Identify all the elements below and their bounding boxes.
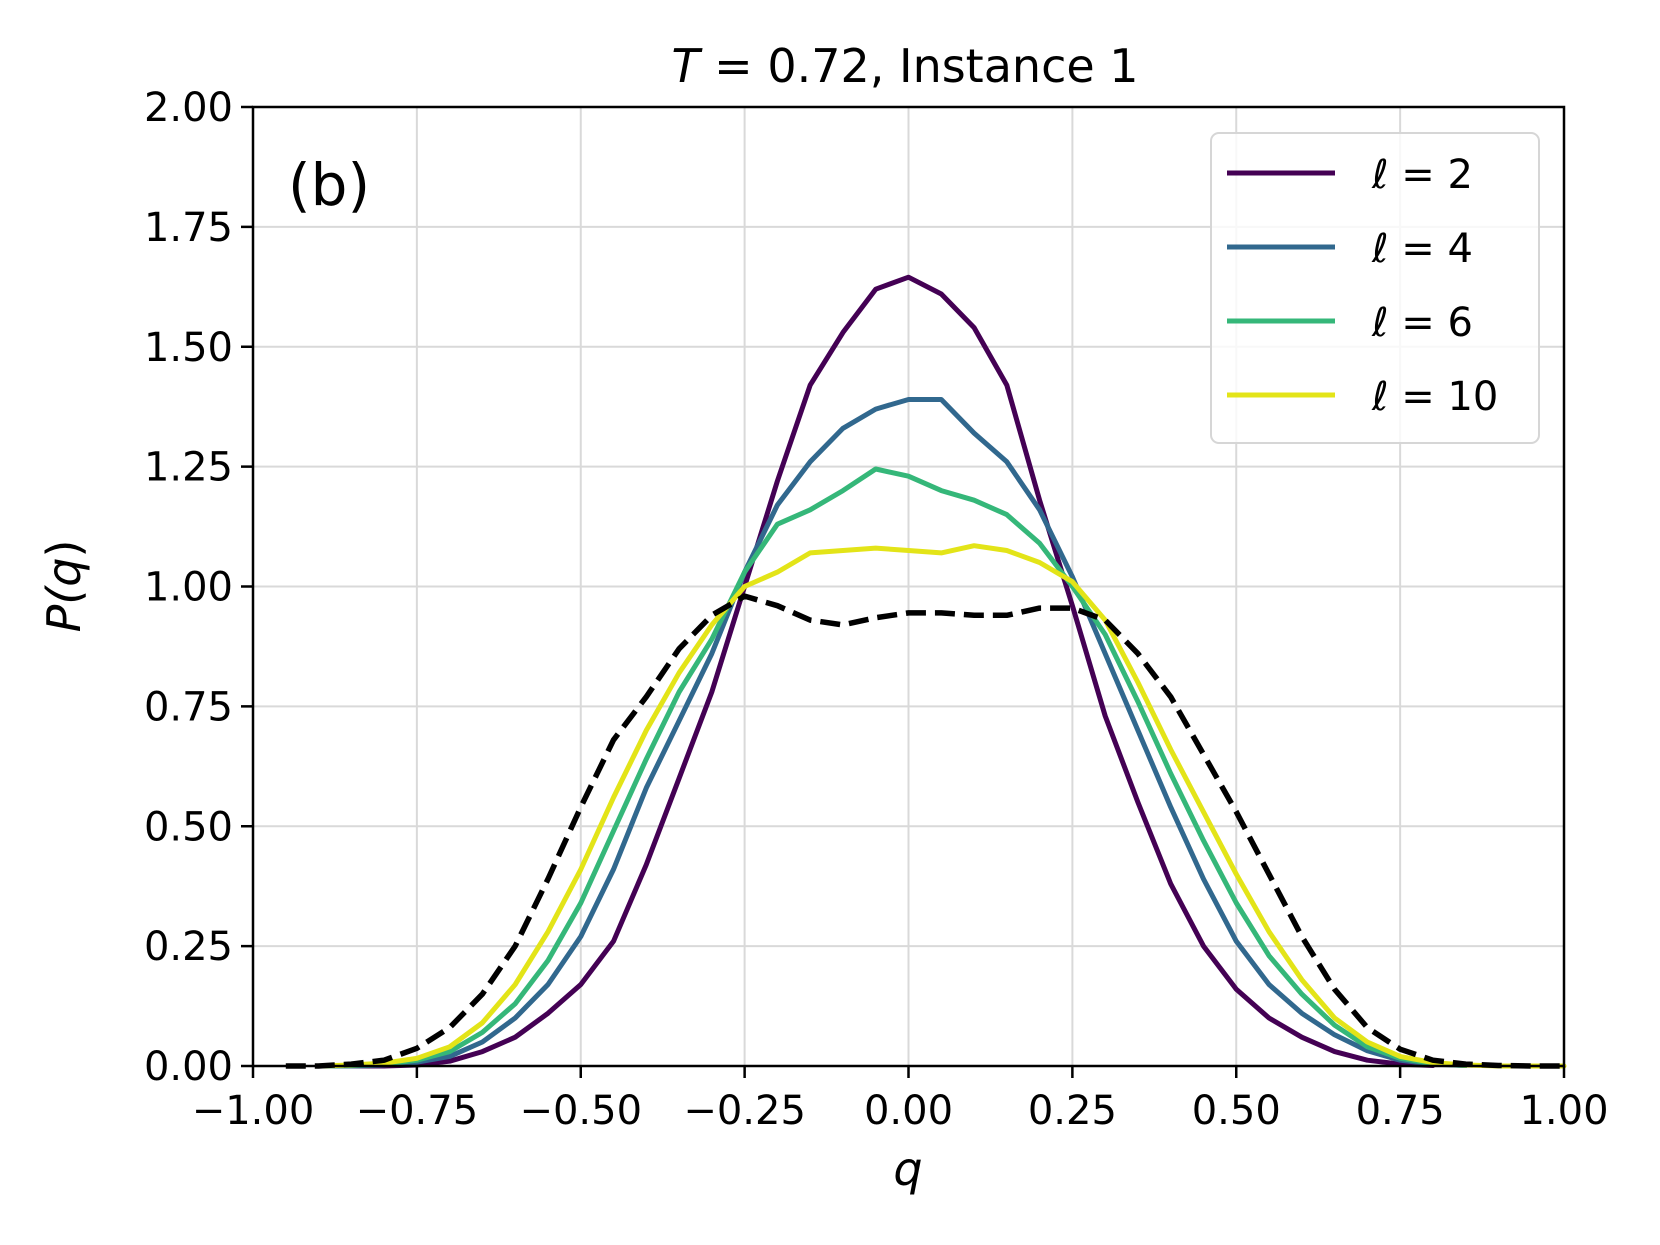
x-axis-label: q <box>893 1142 922 1196</box>
y-label-close: ) <box>37 540 91 558</box>
legend-label-value: = 4 <box>1389 226 1473 272</box>
y-tick-label: 2.00 <box>144 85 233 131</box>
title-rest: = 0.72, Instance 1 <box>700 39 1139 93</box>
y-tick-label: 0.50 <box>144 804 233 850</box>
chart-title: T = 0.72, Instance 1 <box>671 39 1138 93</box>
y-tick-label: 1.00 <box>144 565 233 611</box>
y-tick-label: 1.50 <box>144 325 233 371</box>
series-line-l6 <box>316 466 1469 1069</box>
legend-label: ℓ = 6 <box>1371 300 1473 346</box>
legend-label: ℓ = 2 <box>1371 152 1473 198</box>
x-tick-label: −0.75 <box>356 1088 479 1134</box>
panel-label: (b) <box>288 151 370 219</box>
x-tick-label: 0.50 <box>1192 1088 1281 1134</box>
title-var: T <box>671 39 703 93</box>
legend-label-var: ℓ <box>1371 374 1389 420</box>
reference-dashed-line <box>285 593 1564 1069</box>
legend-label-var: ℓ <box>1371 300 1389 346</box>
legend-label-value: = 10 <box>1389 374 1499 420</box>
legend-label-var: ℓ <box>1371 226 1389 272</box>
y-tick-label: 1.25 <box>144 445 233 491</box>
series-layer <box>285 274 1567 1069</box>
ticks: −1.00 −0.75 −0.50 −0.25 0.00 0.25 0.50 0.75 1.00… <box>144 85 1609 1134</box>
x-tick-label: −0.50 <box>519 1088 642 1134</box>
legend-label: ℓ = 10 <box>1371 374 1498 420</box>
legend-frame <box>1210 132 1540 444</box>
y-axis-label: P(q) <box>37 540 91 633</box>
legend-label: ℓ = 4 <box>1371 226 1473 272</box>
y-tick-label: 1.75 <box>144 205 233 251</box>
series-line-l2 <box>316 274 1436 1069</box>
x-tick-label: 0.00 <box>864 1088 953 1134</box>
y-label-p: P( <box>37 585 91 633</box>
y-label-q: q <box>37 558 91 587</box>
x-tick-label: 0.75 <box>1356 1088 1445 1134</box>
y-tick-label: 0.00 <box>144 1044 233 1090</box>
legend-label-var: ℓ <box>1371 152 1389 198</box>
x-tick-label: 1.00 <box>1519 1088 1608 1134</box>
series-line-l4 <box>316 397 1469 1069</box>
series-line-l10 <box>316 543 1567 1069</box>
x-tick-label: −1.00 <box>192 1088 315 1134</box>
legend: ℓ = 2ℓ = 4ℓ = 6ℓ = 10 <box>1210 132 1540 444</box>
legend-label-value: = 2 <box>1389 152 1473 198</box>
x-tick-label: 0.25 <box>1028 1088 1117 1134</box>
y-tick-label: 0.75 <box>144 684 233 730</box>
y-tick-label: 0.25 <box>144 924 233 970</box>
legend-label-value: = 6 <box>1389 300 1473 346</box>
x-tick-label: −0.25 <box>683 1088 806 1134</box>
